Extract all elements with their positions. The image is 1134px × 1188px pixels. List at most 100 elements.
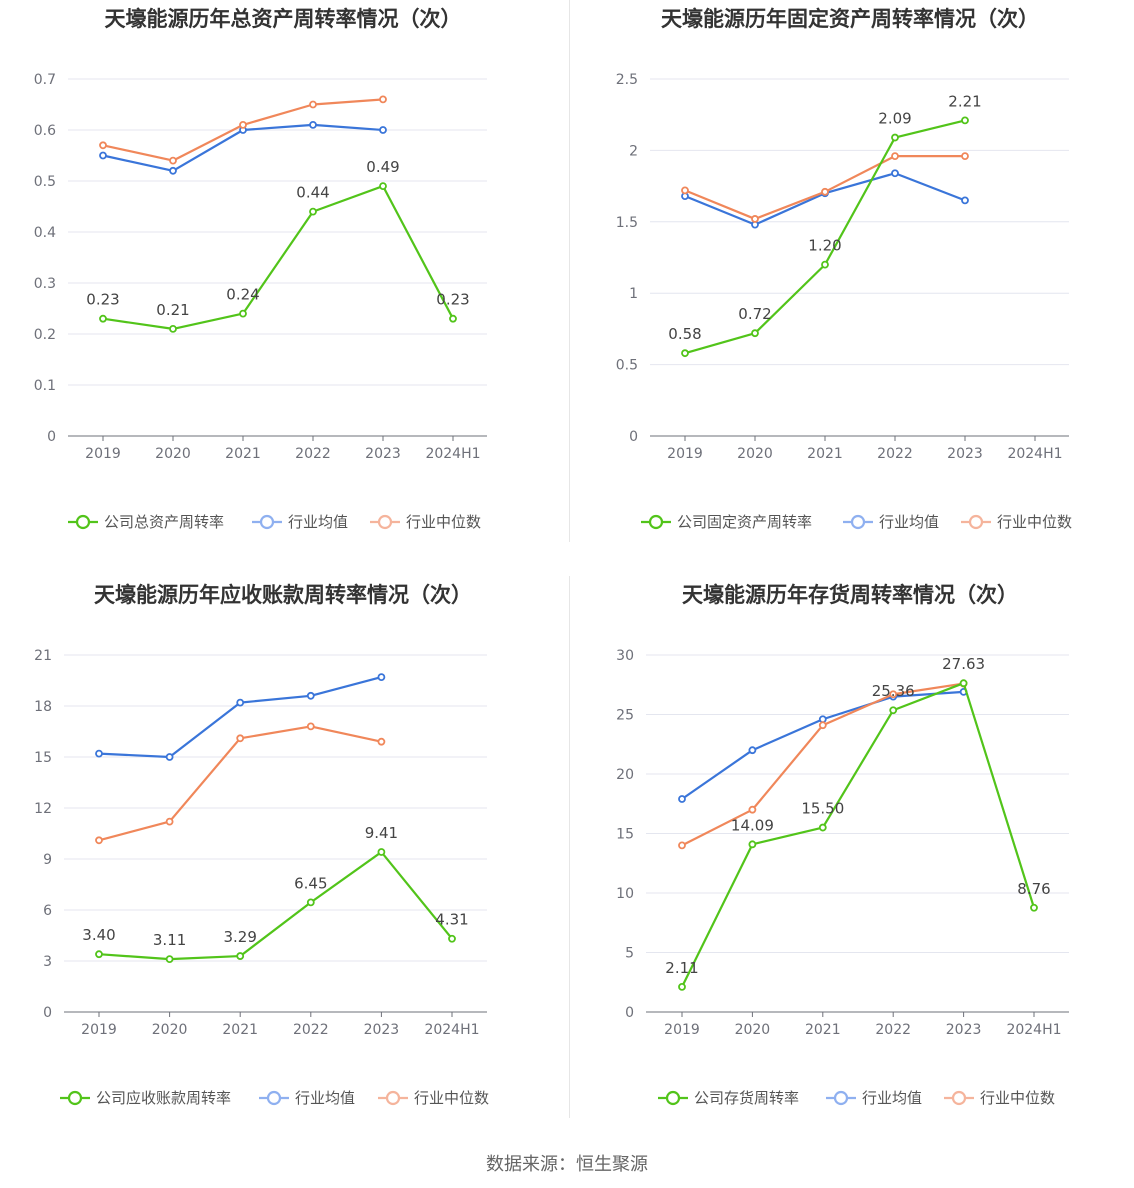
data-point-company: [678, 982, 686, 991]
data-label: 15.50: [801, 800, 844, 818]
x-tick-label: 2021: [807, 446, 843, 462]
series-line-median: [98, 725, 382, 842]
chart-fixed-asset-turnover: 天壕能源历年固定资产周转率情况（次） 0 0.5 1 1.5 2 2.5 2019 2020 20…: [616, 7, 1072, 531]
y-tick-label: 0.5: [34, 174, 56, 190]
chart-inventory-turnover: 天壕能源历年存货周转率情况（次） 0 5 10 15 20 25 30 2019 2020 2021…: [616, 583, 1069, 1107]
data-label: 0.23: [436, 291, 469, 309]
series-line-company: [681, 682, 1036, 988]
x-tick-label: 2023: [364, 1022, 400, 1038]
chart-title: 天壕能源历年总资产周转率情况（次）: [105, 7, 462, 31]
y-tick-label: 21: [34, 648, 52, 664]
x-tick-label: 2024H1: [424, 1022, 479, 1038]
data-point-median: [306, 722, 315, 731]
legend-label-median: 行业中位数: [414, 1089, 489, 1107]
data-point-median: [377, 737, 386, 746]
data-point-median: [889, 690, 898, 699]
data-point-median: [95, 836, 103, 845]
data-label: 25.36: [872, 682, 915, 700]
y-tick-label: 0.5: [616, 358, 638, 374]
data-label: 0.23: [86, 291, 119, 309]
data-point-median: [961, 152, 969, 161]
data-point-company: [306, 898, 315, 907]
x-tick-label: 2019: [664, 1022, 700, 1038]
data-point-median: [821, 187, 829, 196]
divider-top: [569, 0, 570, 542]
data-point-median: [165, 817, 174, 826]
data-point-median: [379, 95, 387, 104]
chart-panel-receivables-turnover: 天壕能源历年应收账款周转率情况（次） 0 3 6 9 12 15 18 21 2019 2020 20…: [0, 576, 567, 1152]
legend-marker-company: [648, 514, 664, 530]
x-tick-label: 2019: [81, 1022, 117, 1038]
data-label: 2.21: [948, 92, 981, 110]
data-point-median: [751, 215, 759, 223]
data-point-median: [678, 841, 686, 850]
legend-marker-company: [75, 514, 91, 530]
data-label: 2.11: [665, 959, 698, 977]
y-tick-label: 1: [629, 286, 638, 302]
data-point-company: [169, 324, 177, 333]
chart-panel-total-asset-turnover: 天壕能源历年总资产周转率情况（次） 0 0.1 0.2 0.3 0.4 0.5 0.6 0.7 2…: [0, 0, 567, 576]
data-label: 0.72: [738, 305, 771, 323]
data-label: 3.40: [82, 926, 115, 944]
data-point-median: [891, 152, 899, 161]
chart-title: 天壕能源历年应收账款周转率情况（次）: [94, 583, 472, 607]
x-tick-label: 2022: [295, 446, 331, 462]
legend-label-avg: 行业均值: [295, 1089, 355, 1107]
x-tick-label: 2021: [805, 1022, 841, 1038]
x-tick-label: 2020: [152, 1022, 188, 1038]
legend-marker-avg: [833, 1090, 849, 1106]
data-label: 0.58: [668, 325, 701, 343]
data-point-avg: [961, 196, 969, 205]
data-point-company: [377, 848, 386, 856]
x-tick-label: 2023: [365, 446, 401, 462]
series-line-avg: [98, 676, 382, 759]
legend-label-company: 公司总资产周转率: [104, 513, 224, 531]
data-point-company: [751, 329, 759, 338]
legend-marker-median: [968, 514, 984, 530]
data-label: 8.76: [1017, 880, 1050, 898]
data-point-company: [821, 260, 829, 269]
y-tick-label: 5: [625, 946, 634, 962]
series-line-company: [98, 850, 453, 961]
series-line-avg: [681, 690, 964, 800]
x-tick-label: 2020: [737, 446, 773, 462]
y-tick-label: 15: [34, 750, 52, 766]
x-tick-label: 2024H1: [1006, 1022, 1061, 1038]
data-point-company: [99, 314, 107, 323]
data-point-company: [1030, 903, 1038, 912]
y-tick-label: 1.5: [616, 215, 638, 231]
y-tick-label: 10: [616, 886, 634, 902]
chart-title: 天壕能源历年固定资产周转率情况（次）: [661, 7, 1039, 31]
y-tick-label: 9: [43, 852, 52, 868]
x-tick-label: 2022: [293, 1022, 329, 1038]
data-label: 0.49: [366, 158, 399, 176]
data-label: 3.29: [223, 928, 256, 946]
y-tick-label: 0.3: [34, 276, 56, 292]
y-tick-label: 0: [629, 429, 638, 445]
data-point-company: [891, 133, 899, 142]
legend-label-median: 行业中位数: [997, 513, 1072, 531]
data-point-company: [236, 952, 245, 960]
data-point-avg: [377, 673, 386, 681]
x-tick-label: 2022: [875, 1022, 911, 1038]
data-label: 9.41: [365, 824, 398, 842]
legend-label-company: 公司存货周转率: [694, 1089, 799, 1107]
x-tick-label: 2021: [222, 1022, 258, 1038]
legend-marker-median: [377, 514, 393, 530]
x-tick-label: 2023: [946, 1022, 982, 1038]
y-tick-label: 15: [616, 827, 634, 843]
y-tick-label: 0.1: [34, 378, 56, 394]
data-point-company: [309, 207, 317, 216]
legend-marker-median: [385, 1090, 401, 1106]
chart-title: 天壕能源历年存货周转率情况（次）: [682, 583, 1018, 607]
data-point-company: [959, 679, 968, 688]
x-tick-label: 2022: [877, 446, 913, 462]
legend-label-median: 行业中位数: [406, 513, 481, 531]
legend-label-avg: 行业均值: [862, 1089, 922, 1107]
x-tick-label: 2019: [667, 446, 703, 462]
y-tick-label: 0: [47, 429, 56, 445]
chart-total-asset-turnover: 天壕能源历年总资产周转率情况（次） 0 0.1 0.2 0.3 0.4 0.5 0.6 0.7 2…: [34, 7, 487, 531]
chart-panel-fixed-asset-turnover: 天壕能源历年固定资产周转率情况（次） 0 0.5 1 1.5 2 2.5 2019 2020 20…: [567, 0, 1134, 576]
legend-marker-avg: [850, 514, 866, 530]
data-label: 0.24: [226, 286, 259, 304]
